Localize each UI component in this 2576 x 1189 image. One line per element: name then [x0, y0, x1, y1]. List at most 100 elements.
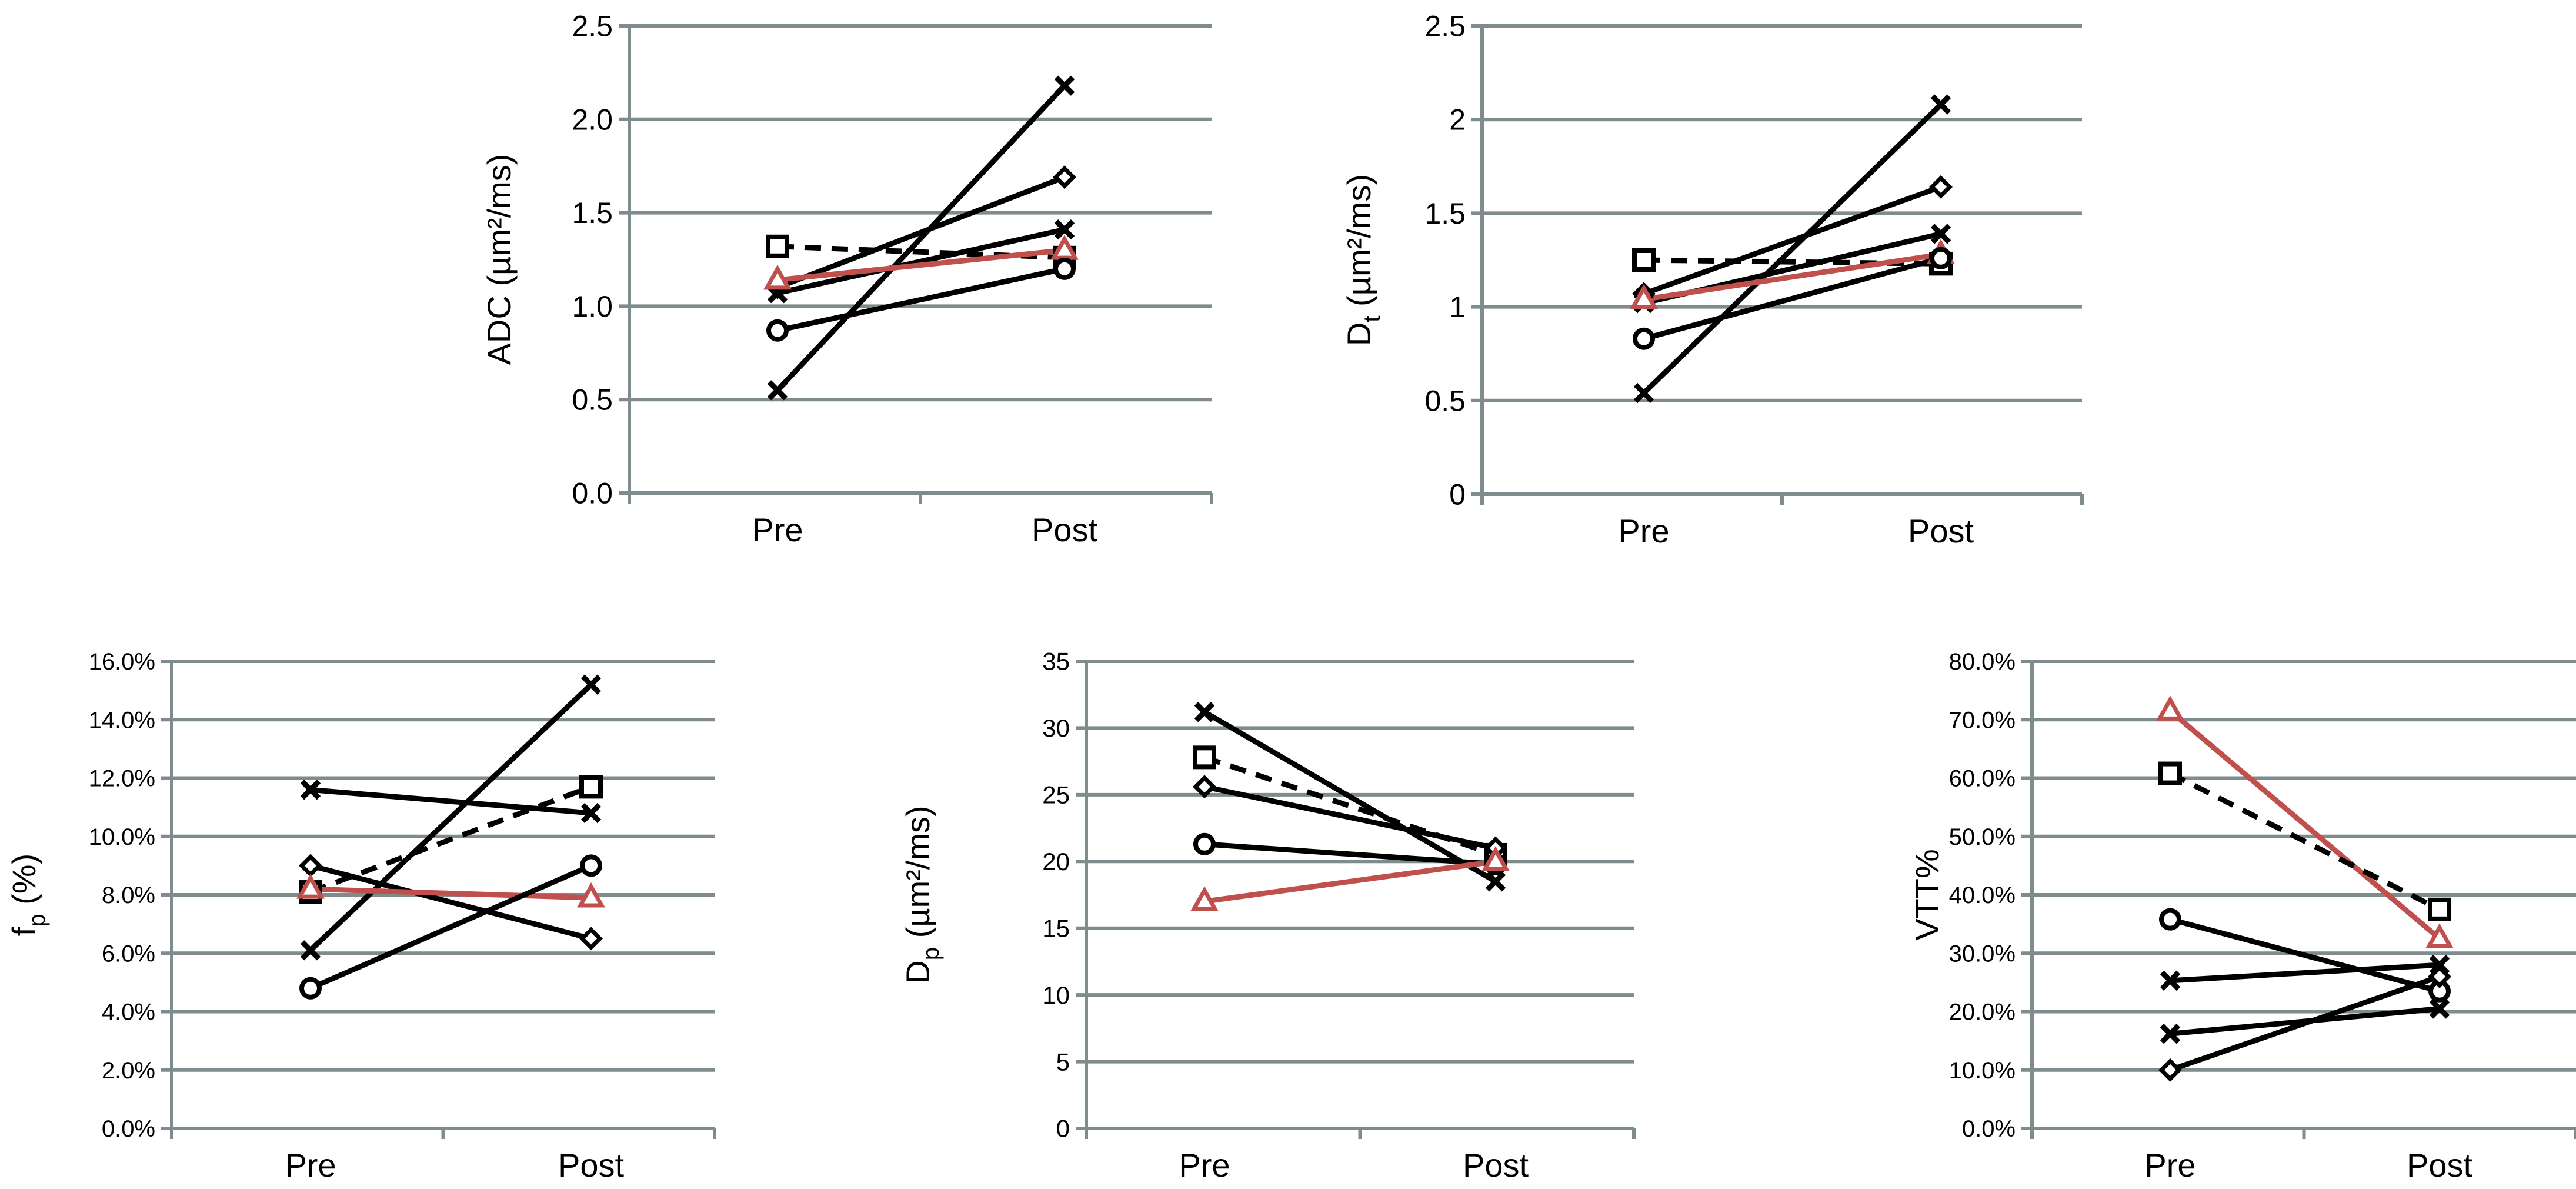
series-line-x [775, 83, 1067, 393]
y-tick-label: 6.0% [102, 941, 155, 967]
point-post-triangle [2425, 923, 2454, 948]
series-line-x [308, 682, 594, 953]
y-tick-label: 16.0% [89, 649, 155, 675]
point-post-circle [1930, 247, 1952, 269]
point-pre-diamond [299, 854, 322, 878]
x-tick-label: Post [2407, 1147, 2472, 1184]
point-post-triangle [1481, 846, 1510, 871]
y-tick-label: 2.0 [572, 103, 613, 136]
x-tick-label: Pre [752, 511, 803, 548]
point-pre-square [2158, 761, 2182, 785]
point-post-triangle [1050, 234, 1079, 260]
x-tick-label: Pre [285, 1147, 336, 1184]
y-tick-label: 0.0% [1962, 1116, 2016, 1142]
y-tick-label: 10.0% [1949, 1058, 2016, 1084]
point-pre-diamond [1193, 775, 1216, 799]
point-pre-x [767, 380, 788, 401]
y-axis-label: fp (%) [5, 854, 50, 936]
point-post-diamond [2428, 965, 2451, 988]
x-tick-label: Post [1908, 512, 1974, 549]
point-post-diamond [579, 927, 603, 951]
x-tick-label: Pre [1618, 512, 1669, 549]
y-tick-label: 80.0% [1949, 649, 2016, 675]
series-line-triangle [775, 247, 1067, 283]
y-axis-label-main: f [5, 927, 42, 936]
y-tick-label: 0 [1056, 1115, 1070, 1143]
point-post-diamond [1053, 165, 1076, 189]
point-pre-diamond [2158, 1058, 2182, 1082]
point-pre-circle [766, 319, 789, 342]
point-pre-triangle [1190, 886, 1219, 911]
x-tick-label: Post [1032, 511, 1097, 548]
y-tick-label: 10 [1042, 981, 1070, 1009]
y-tick-label: 1.0 [572, 290, 613, 323]
y-tick-label: 1 [1449, 291, 1466, 324]
series-line-triangle [1202, 858, 1499, 904]
series-line-x [1641, 102, 1944, 396]
y-tick-label: 14.0% [89, 707, 155, 733]
y-tick-label: 15 [1042, 914, 1070, 942]
point-pre-circle [1193, 832, 1216, 855]
y-axis-label-units: (%) [5, 854, 42, 914]
y-axis-label-main: D [899, 960, 936, 984]
point-post-x [1485, 871, 1506, 892]
point-post-square [579, 775, 603, 799]
y-tick-label: 30 [1042, 714, 1070, 742]
series-line-diamond [775, 174, 1067, 291]
point-post-x [2429, 998, 2450, 1019]
point-pre-x [2160, 970, 2181, 991]
series-line-x [308, 787, 594, 816]
y-tick-label: 8.0% [102, 882, 155, 908]
point-pre-triangle [763, 264, 792, 290]
point-post-x [1054, 75, 1075, 96]
y-tick-label: 2 [1449, 104, 1466, 136]
point-post-square [2428, 897, 2451, 921]
series-line-triangle [1641, 251, 1944, 302]
y-axis-label: VTT% [1908, 849, 1946, 941]
point-post-x [580, 674, 602, 695]
y-tick-label: 40.0% [1949, 882, 2016, 908]
point-pre-triangle [2156, 695, 2184, 721]
y-axis-label-units: (µm²/ms) [1340, 174, 1377, 316]
series-line-diamond [1202, 784, 1499, 851]
point-post-x [1930, 94, 1951, 115]
chart-fp: 0.0% 2.0% 4.0% 6.0% 8.0% 10.0% 12.0% 14.0% 16.0%… [5, 649, 716, 1184]
chart-dt: 0 0.5 1 1.5 2 2.5 Pre Post Dt (µm²/ms) [1340, 10, 2084, 549]
point-pre-x [300, 940, 321, 961]
y-tick-label: 12.0% [89, 766, 155, 792]
point-post-circle [580, 854, 602, 877]
point-post-x [1930, 224, 1951, 244]
y-tick-label: 2.0% [102, 1058, 155, 1084]
point-post-triangle [577, 882, 605, 908]
x-tick-label: Post [1463, 1147, 1529, 1184]
point-post-x [580, 802, 602, 824]
y-tick-label: 50.0% [1949, 824, 2016, 850]
y-axis-label-subscript: p [918, 947, 944, 960]
series-line-diamond [1641, 184, 1944, 297]
y-tick-label: 35 [1042, 648, 1070, 675]
point-post-x [1054, 219, 1075, 240]
x-tick-label: Pre [2144, 1147, 2195, 1184]
chart-adc: 0.0 0.5 1.0 1.5 2.0 2.5 Pre Post ADC (µm²/ms) [481, 10, 1213, 548]
series-line-circle [775, 266, 1067, 334]
series-line-square [777, 244, 1065, 261]
series-line-square [309, 784, 592, 895]
y-tick-label: 0.5 [572, 384, 613, 417]
series-line-square [2168, 771, 2441, 912]
y-axis-label-units: (µm²/ms) [899, 805, 936, 947]
point-pre-x [300, 780, 321, 800]
series-line-x [2167, 962, 2442, 984]
point-pre-triangle [296, 873, 325, 899]
series-line-circle [308, 862, 594, 991]
y-tick-label: 25 [1042, 781, 1070, 809]
y-tick-label: 2.5 [572, 10, 613, 43]
chart-dp: 0 5 10 15 20 25 30 35 Pre Post Dp (µm²/ms) [899, 648, 1636, 1184]
y-tick-label: 1.5 [572, 196, 613, 229]
point-pre-square [766, 234, 789, 258]
y-axis-label: Dt (µm²/ms) [1340, 174, 1385, 346]
point-post-diamond [1929, 175, 1953, 199]
y-tick-label: 5 [1056, 1048, 1070, 1075]
x-tick-label: Pre [1179, 1147, 1230, 1184]
y-tick-label: 20.0% [1949, 1000, 2016, 1025]
